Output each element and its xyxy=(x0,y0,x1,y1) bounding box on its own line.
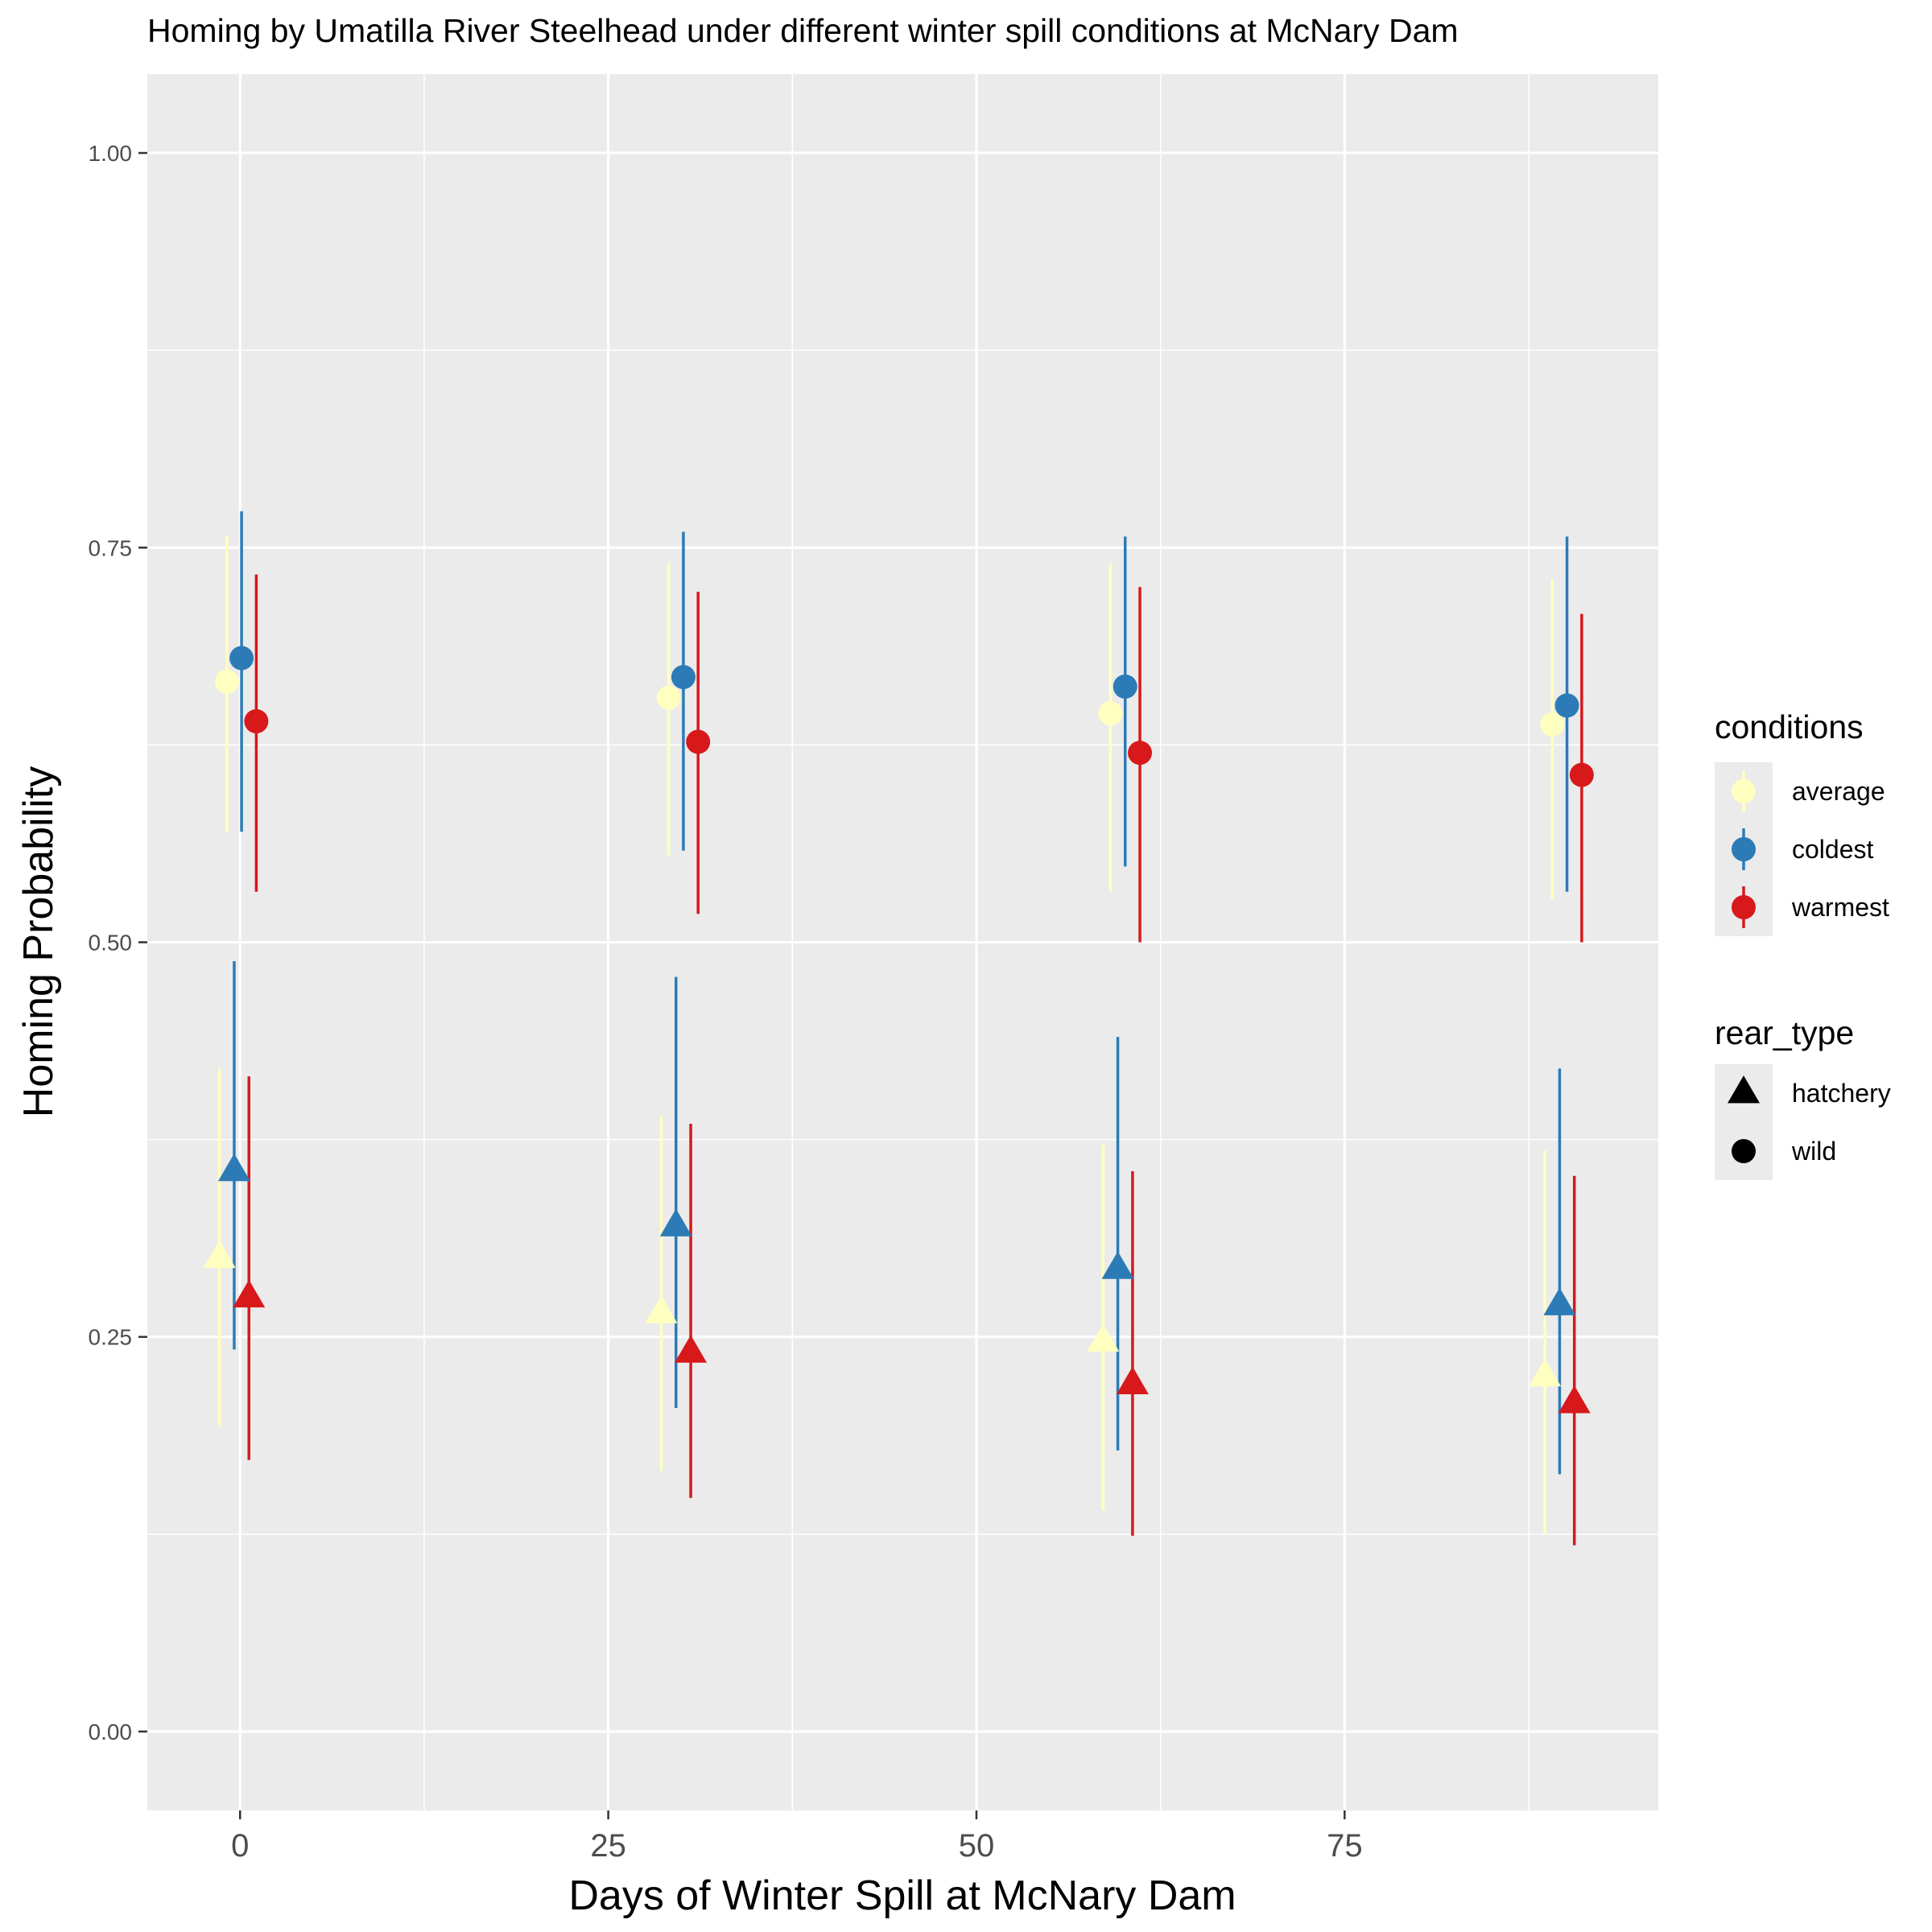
x-tick-label: 0 xyxy=(231,1828,249,1864)
legend-key-marker xyxy=(1728,1075,1760,1104)
chart-title: Homing by Umatilla River Steelhead under… xyxy=(147,12,1459,49)
grid-layer xyxy=(147,74,1658,1810)
legend-key-marker xyxy=(1732,837,1756,861)
data-point xyxy=(1529,1358,1562,1387)
data-point xyxy=(233,1279,266,1308)
data-point xyxy=(1116,1366,1149,1394)
y-tick-label: 1.00 xyxy=(89,141,133,166)
y-tick-label: 0.00 xyxy=(89,1719,133,1744)
x-tick-label: 75 xyxy=(1327,1828,1363,1864)
legend: conditions average coldest warmest rear_type… xyxy=(1715,708,1891,1180)
x-axis-title: Days of Winter Spill at McNary Dam xyxy=(568,1872,1236,1919)
data-point xyxy=(656,685,681,710)
legend-title: conditions xyxy=(1715,708,1864,745)
data-point xyxy=(1098,701,1123,726)
data-point xyxy=(645,1295,678,1323)
data-point xyxy=(203,1240,236,1269)
data-point xyxy=(1113,674,1137,699)
legend-label: average xyxy=(1792,777,1885,806)
data-point xyxy=(675,1335,708,1363)
data-point xyxy=(217,1153,250,1182)
data-point xyxy=(1569,762,1594,787)
legend-label: coldest xyxy=(1792,835,1874,864)
data-point xyxy=(1087,1323,1120,1352)
legend-label: wild xyxy=(1791,1137,1836,1166)
data-point xyxy=(1540,712,1565,737)
data-point xyxy=(214,669,239,694)
legend-key-marker xyxy=(1732,895,1756,919)
data-point xyxy=(671,665,696,690)
data-point xyxy=(1558,1385,1591,1414)
data-point xyxy=(1543,1287,1576,1315)
point-layer xyxy=(203,646,1594,1414)
legend-key-marker xyxy=(1732,779,1756,803)
data-point xyxy=(1101,1251,1134,1279)
data-point xyxy=(659,1208,692,1236)
y-tick-label: 0.50 xyxy=(89,931,133,956)
axis-layer: 0 25 50 75 0.00 0.25 0.50 0.75 1.00 xyxy=(89,141,1363,1864)
data-point xyxy=(229,646,254,671)
data-point xyxy=(1128,741,1153,766)
legend-key-marker xyxy=(1732,1139,1756,1163)
legend-label: warmest xyxy=(1791,893,1889,922)
y-tick-label: 0.75 xyxy=(89,535,133,560)
x-tick-label: 50 xyxy=(959,1828,995,1864)
y-axis-title: Homing Probability xyxy=(15,766,62,1117)
data-point xyxy=(686,729,711,754)
data-point xyxy=(1554,693,1579,718)
y-tick-label: 0.25 xyxy=(89,1325,133,1350)
data-point xyxy=(244,708,269,733)
legend-label: hatchery xyxy=(1792,1079,1891,1108)
legend-title: rear_type xyxy=(1715,1014,1854,1051)
x-tick-label: 25 xyxy=(590,1828,626,1864)
